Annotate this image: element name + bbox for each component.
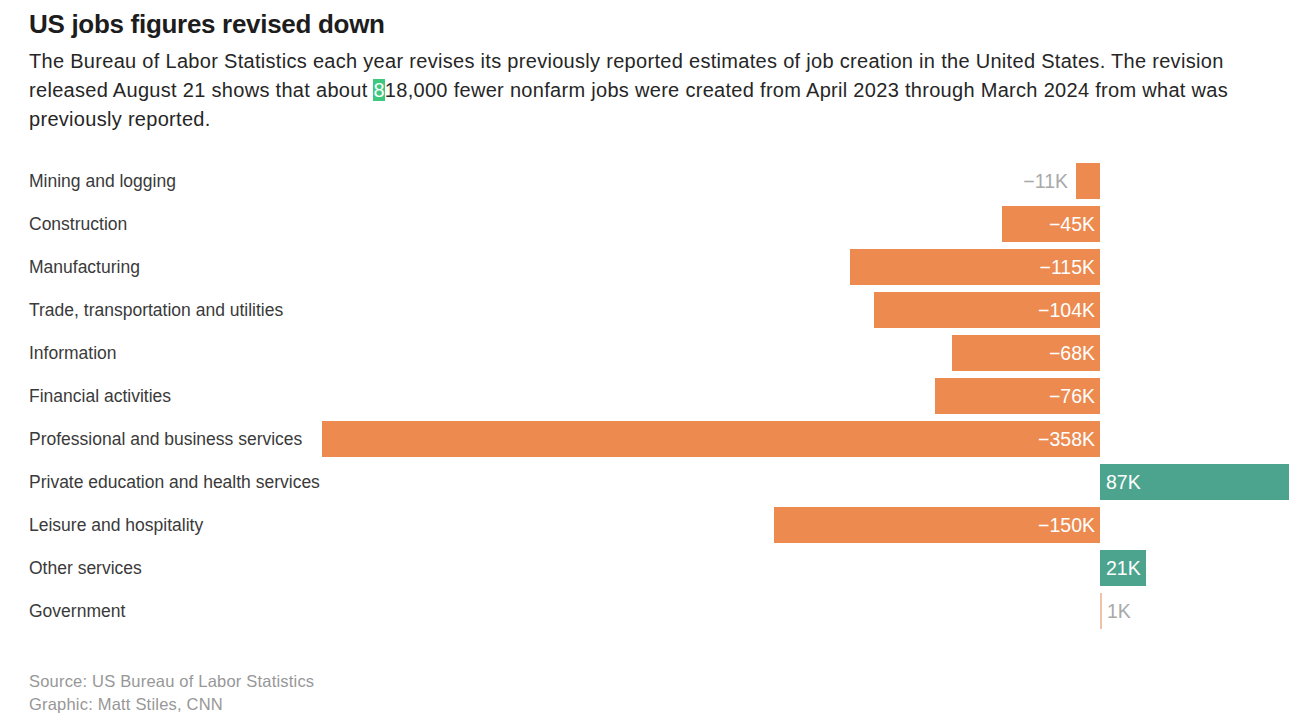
source-note: Source: US Bureau of Labor Statistics xyxy=(29,670,314,693)
bar-mining-and-logging xyxy=(1076,163,1100,199)
category-label-other-services: Other services xyxy=(29,550,142,586)
chart-footer: Source: US Bureau of Labor Statistics Gr… xyxy=(29,670,314,716)
bar-professional-and-business-services xyxy=(322,421,1100,457)
category-label-financial-activities: Financial activities xyxy=(29,378,171,414)
category-label-leisure-and-hospitality: Leisure and hospitality xyxy=(29,507,203,543)
category-label-information: Information xyxy=(29,335,117,371)
value-label-information: −68K xyxy=(1049,335,1095,371)
category-label-professional-and-business-services: Professional and business services xyxy=(29,421,302,457)
category-label-construction: Construction xyxy=(29,206,127,242)
category-label-trade-transportation-and-utilities: Trade, transportation and utilities xyxy=(29,292,283,328)
category-label-manufacturing: Manufacturing xyxy=(29,249,140,285)
value-label-other-services: 21K xyxy=(1106,550,1141,586)
value-label-construction: −45K xyxy=(1049,206,1095,242)
value-label-trade-transportation-and-utilities: −104K xyxy=(1038,292,1095,328)
value-label-government: 1K xyxy=(1107,593,1131,629)
value-label-manufacturing: −115K xyxy=(1040,249,1095,285)
value-label-leisure-and-hospitality: −150K xyxy=(1038,507,1095,543)
value-label-mining-and-logging: −11K xyxy=(1023,163,1068,199)
category-label-mining-and-logging: Mining and logging xyxy=(29,163,176,199)
bar-chart: Mining and logging −11K Construction −45K Ma… xyxy=(0,0,1310,726)
value-label-professional-and-business-services: −358K xyxy=(1038,421,1095,457)
category-label-private-education-and-health-services: Private education and health services xyxy=(29,464,320,500)
graphic-credit: Graphic: Matt Stiles, CNN xyxy=(29,693,314,716)
value-label-private-education-and-health-services: 87K xyxy=(1106,464,1141,500)
value-label-financial-activities: −76K xyxy=(1049,378,1095,414)
bar-government xyxy=(1100,593,1102,629)
category-label-government: Government xyxy=(29,593,125,629)
